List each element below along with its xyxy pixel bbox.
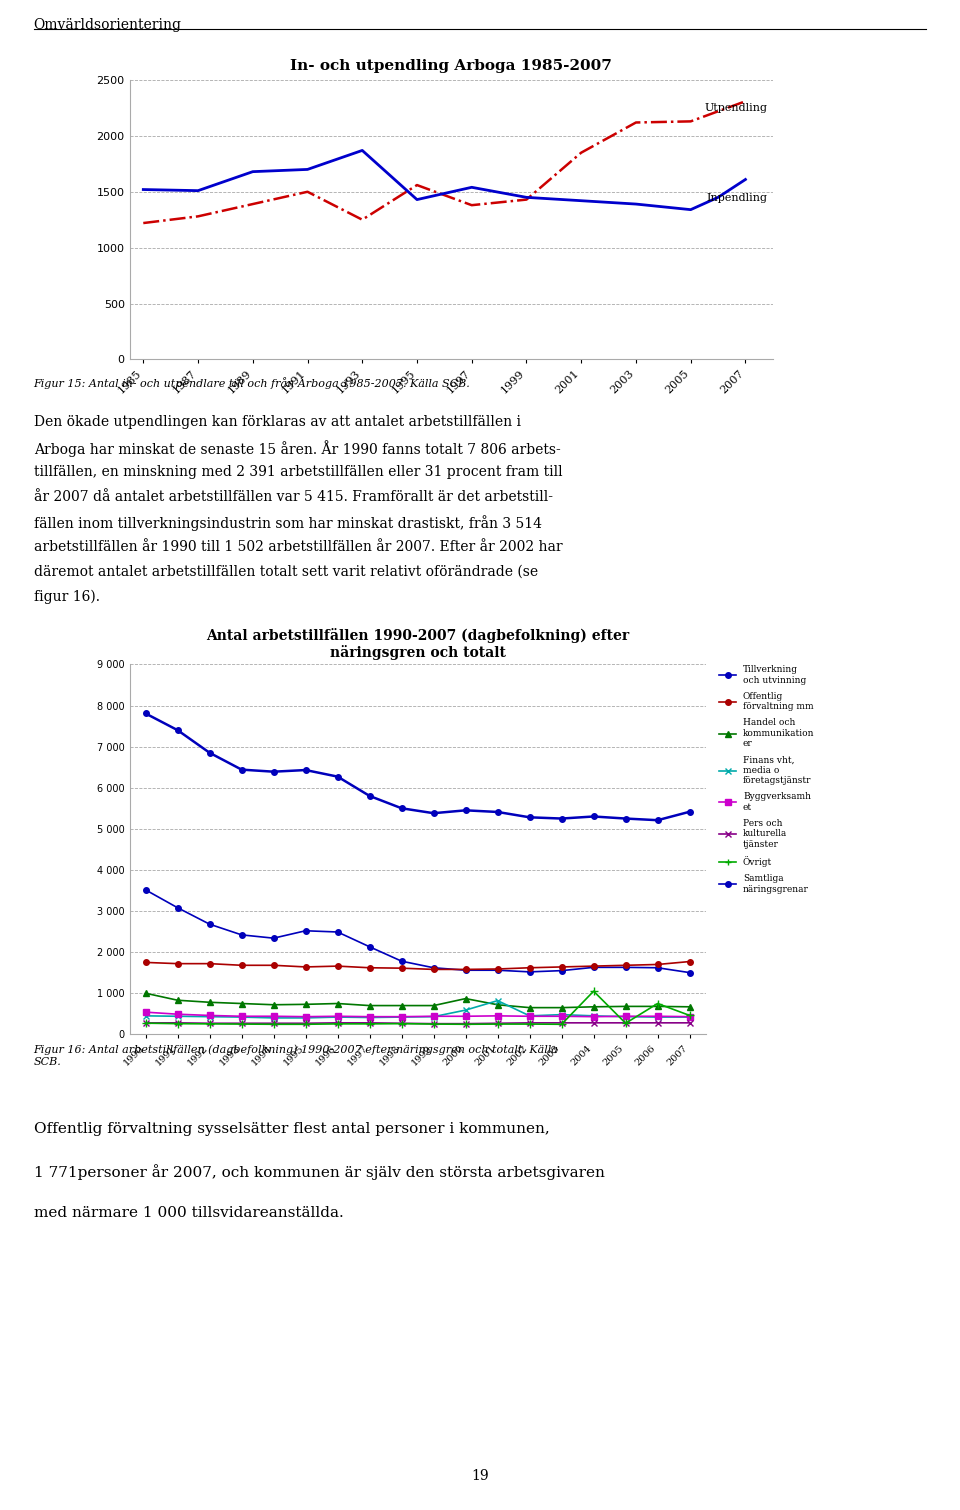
Title: Antal arbetstillfällen 1990-2007 (dagbefolkning) efter
näringsgren och totalt: Antal arbetstillfällen 1990-2007 (dagbef… (206, 628, 629, 660)
Text: Inpendling: Inpendling (707, 193, 767, 202)
Legend: Tillverkning
och utvinning, Offentlig
förvaltning mm, Handel och
kommunikation
e: Tillverkning och utvinning, Offentlig fö… (716, 661, 818, 897)
Text: 19: 19 (471, 1469, 489, 1483)
Text: år 2007 då antalet arbetstillfällen var 5 415. Framförallt är det arbetstill-: år 2007 då antalet arbetstillfällen var … (34, 489, 553, 504)
Text: Den ökade utpendlingen kan förklaras av att antalet arbetstillfällen i: Den ökade utpendlingen kan förklaras av … (34, 415, 520, 429)
Text: fällen inom tillverkningsindustrin som har minskat drastiskt, från 3 514: fällen inom tillverkningsindustrin som h… (34, 515, 541, 532)
Text: däremot antalet arbetstillfällen totalt sett varit relativt oförändrade (se: däremot antalet arbetstillfällen totalt … (34, 565, 538, 578)
Text: Omvärldsorientering: Omvärldsorientering (34, 18, 181, 32)
Text: med närmare 1 000 tillsvidareanställda.: med närmare 1 000 tillsvidareanställda. (34, 1206, 344, 1220)
Text: Offentlig förvaltning sysselsätter flest antal personer i kommunen,: Offentlig förvaltning sysselsätter flest… (34, 1122, 549, 1136)
Text: 1 771personer år 2007, och kommunen är själv den största arbetsgivaren: 1 771personer år 2007, och kommunen är s… (34, 1164, 605, 1181)
Text: tillfällen, en minskning med 2 391 arbetstillfällen eller 31 procent fram till: tillfällen, en minskning med 2 391 arbet… (34, 465, 563, 479)
Text: arbetstillfällen år 1990 till 1 502 arbetstillfällen år 2007. Efter år 2002 har: arbetstillfällen år 1990 till 1 502 arbe… (34, 541, 563, 554)
Text: Figur 15: Antal in- och utpendlare till och från Arboga 1985-2007. Källa SCB.: Figur 15: Antal in- och utpendlare till … (34, 378, 470, 390)
Text: Utpendling: Utpendling (705, 103, 767, 113)
Text: Arboga har minskat de senaste 15 åren. År 1990 fanns totalt 7 806 arbets-: Arboga har minskat de senaste 15 åren. Å… (34, 441, 561, 458)
Title: In- och utpendling Arboga 1985-2007: In- och utpendling Arboga 1985-2007 (290, 59, 612, 74)
Text: figur 16).: figur 16). (34, 590, 100, 604)
Text: Figur 16: Antal arbetstillfällen (dagbefolkning) 1990-2007 efter näringsgren och: Figur 16: Antal arbetstillfällen (dagbef… (34, 1045, 559, 1068)
